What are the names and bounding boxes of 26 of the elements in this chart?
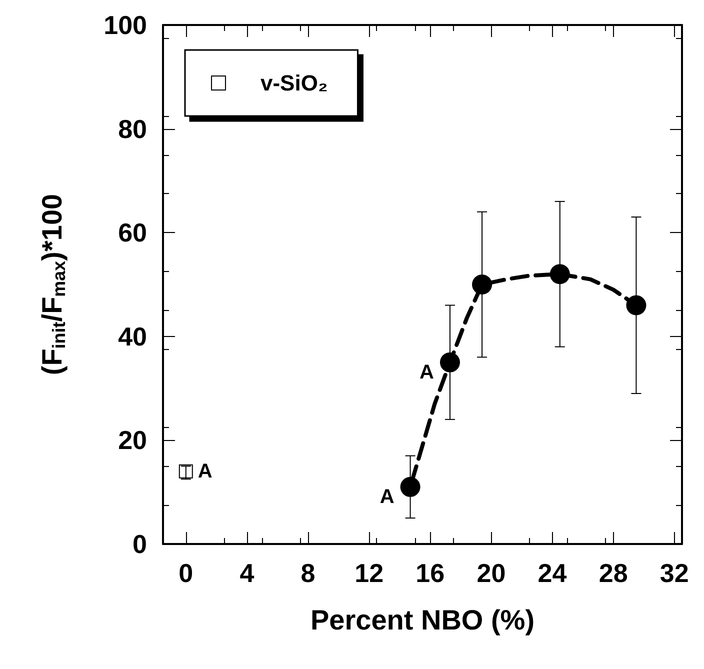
y-axis-title: (Finit/Fmax)*100	[36, 194, 69, 376]
x-tick-label: 32	[660, 558, 689, 588]
x-tick-label: 0	[178, 558, 194, 588]
annotation: A	[420, 361, 434, 384]
legend-label: v-SiO₂	[260, 70, 328, 96]
annotation: A	[198, 460, 212, 482]
x-tick-label: 28	[598, 558, 628, 588]
x-tick-label: 4	[240, 558, 255, 588]
annotation: A	[380, 486, 394, 508]
y-tick-label: 0	[132, 529, 147, 559]
x-tick-label: 8	[300, 558, 316, 588]
y-tick-label: 100	[104, 10, 147, 40]
y-tick-label: 80	[118, 114, 147, 144]
y-tick-label: 40	[118, 321, 147, 352]
x-tick-label: 24	[538, 558, 568, 588]
point	[440, 352, 460, 372]
x-tick-label: 20	[476, 558, 506, 588]
point	[550, 264, 570, 284]
point	[626, 295, 646, 316]
x-tick-label: 16	[416, 558, 445, 588]
x-tick-label: 12	[354, 558, 384, 588]
point	[400, 476, 420, 497]
y-tick-label: 60	[118, 218, 147, 248]
point	[472, 274, 492, 294]
x-axis-title: Percent NBO (%)	[310, 604, 535, 636]
y-tick-label: 20	[118, 425, 147, 456]
